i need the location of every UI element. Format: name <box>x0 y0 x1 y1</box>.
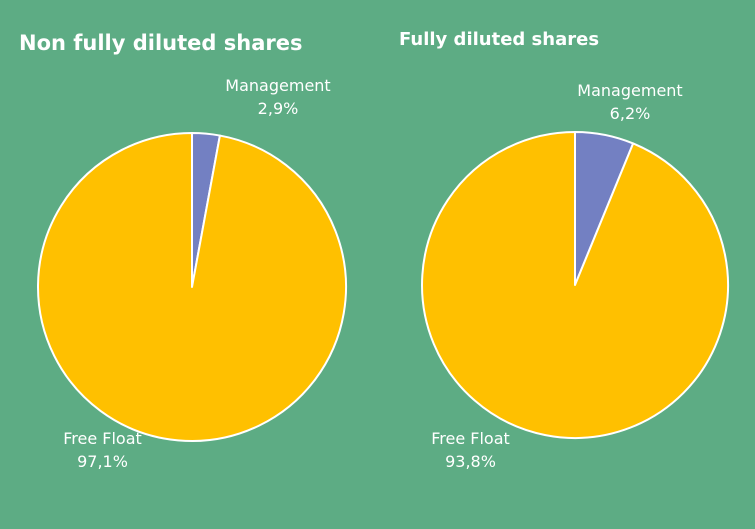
pie-slice-free-float <box>421 131 729 439</box>
slice-label-name: Free Float <box>431 429 510 448</box>
pie-chart-fully-diluted <box>421 131 729 439</box>
slice-label-free-float: Free Float 93,8% <box>398 427 543 473</box>
slice-label-management: Management 6,2% <box>550 79 710 125</box>
slice-label-value: 93,8% <box>445 452 496 471</box>
chart-title-non-fully-diluted: Non fully diluted shares <box>19 31 303 55</box>
slice-label-free-float: Free Float 97,1% <box>30 427 175 473</box>
pie-chart-non-fully-diluted <box>37 132 347 442</box>
slice-label-management: Management 2,9% <box>198 74 358 120</box>
slice-label-value: 6,2% <box>609 104 651 123</box>
slice-label-value: 97,1% <box>77 452 128 471</box>
slice-label-name: Management <box>225 76 331 95</box>
slice-label-name: Free Float <box>63 429 142 448</box>
chart-title-fully-diluted: Fully diluted shares <box>399 29 600 50</box>
slice-label-value: 2,9% <box>257 99 299 118</box>
slice-label-name: Management <box>577 81 683 100</box>
pie-slice-free-float <box>37 132 347 442</box>
